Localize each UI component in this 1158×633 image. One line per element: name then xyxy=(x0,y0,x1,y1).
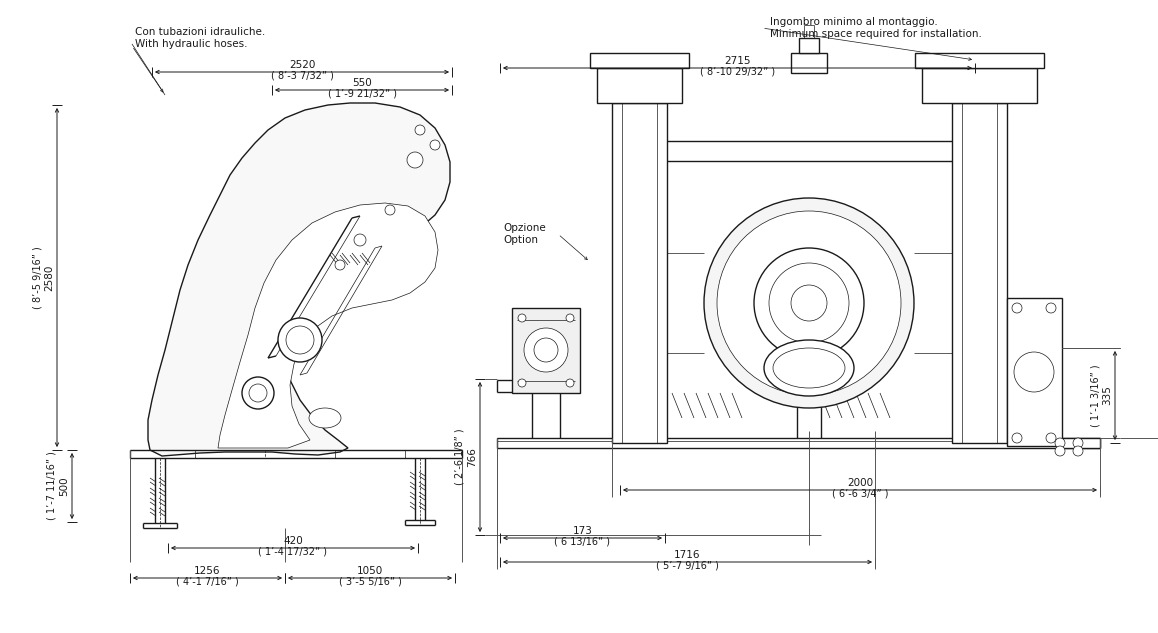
Text: 766: 766 xyxy=(467,447,477,467)
Circle shape xyxy=(1055,446,1065,456)
Circle shape xyxy=(518,314,526,322)
Text: Ingombro minimo al montaggio.: Ingombro minimo al montaggio. xyxy=(770,17,938,27)
Text: 1256: 1256 xyxy=(195,566,221,576)
Polygon shape xyxy=(148,103,450,456)
Ellipse shape xyxy=(764,340,853,396)
Circle shape xyxy=(242,377,274,409)
Circle shape xyxy=(354,234,366,246)
Text: 2580: 2580 xyxy=(44,265,54,291)
Bar xyxy=(512,308,580,393)
Circle shape xyxy=(1014,352,1054,392)
Bar xyxy=(611,103,667,443)
Text: 1716: 1716 xyxy=(674,550,701,560)
Circle shape xyxy=(1012,433,1023,443)
Text: 500: 500 xyxy=(59,476,69,496)
Circle shape xyxy=(704,198,914,408)
Circle shape xyxy=(286,326,314,354)
Circle shape xyxy=(384,205,395,215)
Text: ( 5’-7 9/16” ): ( 5’-7 9/16” ) xyxy=(657,561,719,571)
Bar xyxy=(952,103,1007,443)
Text: 335: 335 xyxy=(1102,385,1112,406)
Circle shape xyxy=(769,263,849,343)
Text: 2000: 2000 xyxy=(846,478,873,488)
Circle shape xyxy=(1055,438,1065,448)
Ellipse shape xyxy=(309,408,340,428)
Circle shape xyxy=(430,140,440,150)
Text: ( 6’-6 3/4” ): ( 6’-6 3/4” ) xyxy=(831,489,888,499)
Circle shape xyxy=(534,338,558,362)
Circle shape xyxy=(1046,433,1056,443)
Text: ( 4’-1 7/16” ): ( 4’-1 7/16” ) xyxy=(176,577,239,587)
Bar xyxy=(791,53,827,73)
Text: Option: Option xyxy=(503,235,538,245)
Circle shape xyxy=(525,328,569,372)
Circle shape xyxy=(1046,303,1056,313)
Circle shape xyxy=(1073,438,1083,448)
Ellipse shape xyxy=(774,348,845,388)
Bar xyxy=(598,68,682,103)
Text: 550: 550 xyxy=(352,78,372,88)
Bar xyxy=(497,438,1100,448)
Text: 173: 173 xyxy=(572,526,593,536)
Text: ( 8’-3 7/32” ): ( 8’-3 7/32” ) xyxy=(271,71,334,81)
Text: ( 1’-1 3/16” ): ( 1’-1 3/16” ) xyxy=(1090,364,1100,427)
Circle shape xyxy=(1073,446,1083,456)
Circle shape xyxy=(415,125,425,135)
Text: 1050: 1050 xyxy=(357,566,383,576)
Circle shape xyxy=(1012,303,1023,313)
Circle shape xyxy=(249,384,267,402)
Circle shape xyxy=(335,260,345,270)
Text: Minimum space required for installation.: Minimum space required for installation. xyxy=(770,29,982,39)
Text: 2520: 2520 xyxy=(288,60,315,70)
Text: ( 1’-9 21/32” ): ( 1’-9 21/32” ) xyxy=(328,89,396,99)
Text: ( 8’-10 29/32” ): ( 8’-10 29/32” ) xyxy=(699,67,775,77)
Text: ( 6 13/16” ): ( 6 13/16” ) xyxy=(555,537,610,547)
Circle shape xyxy=(406,152,423,168)
Bar xyxy=(1007,298,1062,446)
Text: Opzione: Opzione xyxy=(503,223,545,233)
Text: 420: 420 xyxy=(283,536,303,546)
Circle shape xyxy=(717,211,901,395)
Circle shape xyxy=(791,285,827,321)
Text: ( 2’-6 1/8” ): ( 2’-6 1/8” ) xyxy=(455,429,466,486)
Circle shape xyxy=(278,318,322,362)
Polygon shape xyxy=(218,203,438,448)
Bar xyxy=(799,38,819,53)
Bar xyxy=(1062,438,1100,448)
Circle shape xyxy=(754,248,864,358)
Circle shape xyxy=(566,379,574,387)
Bar xyxy=(915,53,1045,68)
Circle shape xyxy=(518,379,526,387)
Bar xyxy=(589,53,689,68)
Text: Con tubazioni idrauliche.: Con tubazioni idrauliche. xyxy=(135,27,265,37)
Text: ( 8’-5 9/16” ): ( 8’-5 9/16” ) xyxy=(32,246,42,309)
Text: ( 1’-7 11/16” ): ( 1’-7 11/16” ) xyxy=(47,451,57,520)
Circle shape xyxy=(566,314,574,322)
Text: With hydraulic hoses.: With hydraulic hoses. xyxy=(135,39,248,49)
Text: ( 3’-5 5/16” ): ( 3’-5 5/16” ) xyxy=(338,577,402,587)
Text: 2715: 2715 xyxy=(724,56,750,66)
Text: ( 1’-4 17/32” ): ( 1’-4 17/32” ) xyxy=(258,547,328,557)
Bar xyxy=(922,68,1038,103)
